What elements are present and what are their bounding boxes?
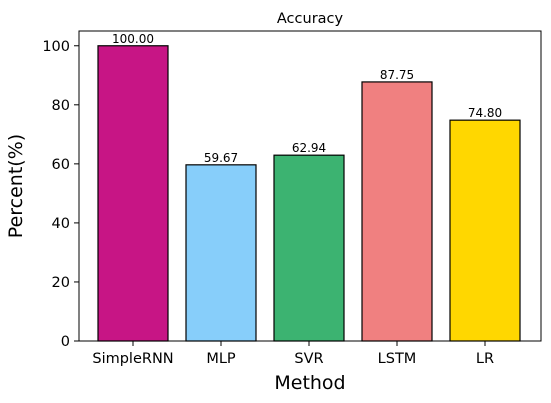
data-label-lstm: 87.75 (380, 68, 414, 82)
x-axis: SimpleRNN MLP SVR LSTM LR (92, 341, 494, 367)
y-tick-label: 80 (52, 98, 70, 114)
chart-title: Accuracy (277, 11, 344, 27)
bar-lstm (361, 81, 433, 342)
x-tick-label-lstm: LSTM (378, 351, 417, 367)
data-label-lr: 74.80 (468, 106, 502, 120)
data-label-simplernn: 100.00 (112, 32, 154, 46)
x-tick-label-mlp: MLP (206, 351, 236, 367)
bar-svr (273, 154, 345, 342)
y-axis-label: Percent(%) (5, 134, 27, 238)
x-tick-label-simplernn: SimpleRNN (92, 351, 173, 367)
bar-simplernn (97, 45, 169, 342)
y-tick-label: 40 (52, 216, 70, 232)
bars-group (97, 45, 521, 342)
y-tick-label: 0 (61, 334, 70, 350)
data-label-mlp: 59.67 (204, 151, 238, 165)
x-tick-label-lr: LR (476, 351, 494, 367)
y-tick-label: 100 (42, 39, 70, 55)
x-tick-label-svr: SVR (294, 351, 323, 367)
bar-lr (449, 119, 521, 342)
bar-mlp (185, 164, 257, 342)
y-axis: 0 20 40 60 80 100 (42, 39, 79, 350)
data-labels-group: 100.00 59.67 62.94 87.75 74.80 (112, 32, 502, 165)
data-label-svr: 62.94 (292, 141, 326, 155)
y-tick-label: 20 (52, 275, 70, 291)
x-axis-label: Method (274, 372, 345, 394)
y-tick-label: 60 (52, 157, 70, 173)
